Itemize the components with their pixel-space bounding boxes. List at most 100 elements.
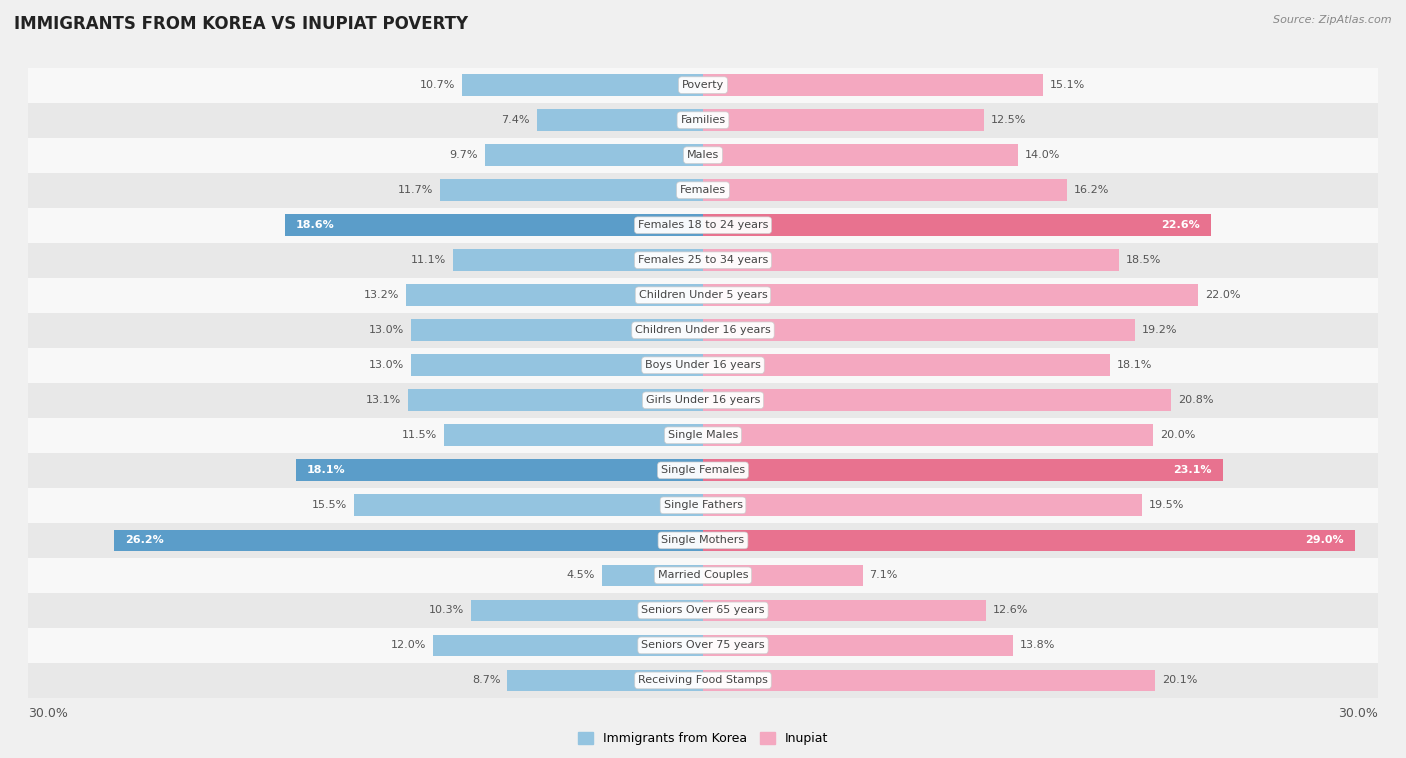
Text: Males: Males [688, 150, 718, 160]
Text: 13.8%: 13.8% [1021, 641, 1056, 650]
Text: 13.0%: 13.0% [368, 360, 404, 370]
Text: Poverty: Poverty [682, 80, 724, 90]
Bar [411, 319, 703, 341]
Bar [703, 144, 1018, 166]
Text: 12.5%: 12.5% [991, 115, 1026, 125]
Bar [602, 565, 703, 586]
Bar [433, 634, 703, 656]
Bar [703, 180, 1067, 201]
Bar [114, 530, 703, 551]
Text: 9.7%: 9.7% [450, 150, 478, 160]
Bar [508, 669, 703, 691]
Bar [0, 488, 1406, 523]
Text: Boys Under 16 years: Boys Under 16 years [645, 360, 761, 370]
Bar [703, 319, 1135, 341]
Text: 4.5%: 4.5% [567, 570, 595, 581]
Bar [0, 243, 1406, 277]
Text: 15.1%: 15.1% [1049, 80, 1084, 90]
Bar [0, 558, 1406, 593]
Bar [406, 284, 703, 306]
Bar [703, 600, 987, 622]
Bar [703, 530, 1355, 551]
Bar [0, 208, 1406, 243]
Text: 18.1%: 18.1% [307, 465, 346, 475]
Bar [0, 173, 1406, 208]
Bar [703, 634, 1014, 656]
Text: 30.0%: 30.0% [28, 706, 67, 719]
Text: 7.1%: 7.1% [869, 570, 898, 581]
Bar [0, 67, 1406, 102]
Text: Girls Under 16 years: Girls Under 16 years [645, 396, 761, 406]
Text: 11.1%: 11.1% [412, 255, 447, 265]
Bar [471, 600, 703, 622]
Text: Females 25 to 34 years: Females 25 to 34 years [638, 255, 768, 265]
Text: 10.7%: 10.7% [420, 80, 456, 90]
Text: Families: Families [681, 115, 725, 125]
Bar [411, 355, 703, 376]
Text: 19.2%: 19.2% [1142, 325, 1177, 335]
Bar [703, 215, 1212, 236]
Text: 22.0%: 22.0% [1205, 290, 1240, 300]
Text: 15.5%: 15.5% [312, 500, 347, 510]
Bar [703, 355, 1111, 376]
Bar [0, 453, 1406, 488]
Legend: Immigrants from Korea, Inupiat: Immigrants from Korea, Inupiat [574, 727, 832, 750]
Bar [703, 459, 1223, 481]
Text: 18.5%: 18.5% [1126, 255, 1161, 265]
Text: Source: ZipAtlas.com: Source: ZipAtlas.com [1274, 15, 1392, 25]
Bar [453, 249, 703, 271]
Text: 8.7%: 8.7% [472, 675, 501, 685]
Bar [0, 663, 1406, 698]
Text: IMMIGRANTS FROM KOREA VS INUPIAT POVERTY: IMMIGRANTS FROM KOREA VS INUPIAT POVERTY [14, 15, 468, 33]
Text: 19.5%: 19.5% [1149, 500, 1184, 510]
Text: Seniors Over 65 years: Seniors Over 65 years [641, 606, 765, 615]
Text: Children Under 5 years: Children Under 5 years [638, 290, 768, 300]
Text: Single Mothers: Single Mothers [661, 535, 745, 545]
Text: Single Males: Single Males [668, 431, 738, 440]
Text: 12.6%: 12.6% [993, 606, 1029, 615]
Bar [0, 628, 1406, 663]
Bar [463, 74, 703, 96]
Text: Single Fathers: Single Fathers [664, 500, 742, 510]
Text: 18.6%: 18.6% [295, 221, 335, 230]
Text: Single Females: Single Females [661, 465, 745, 475]
Text: 20.0%: 20.0% [1160, 431, 1195, 440]
Text: 29.0%: 29.0% [1306, 535, 1344, 545]
Bar [444, 424, 703, 446]
Text: 13.1%: 13.1% [367, 396, 402, 406]
Bar [354, 494, 703, 516]
Text: 13.0%: 13.0% [368, 325, 404, 335]
Text: Females: Females [681, 185, 725, 196]
Text: Seniors Over 75 years: Seniors Over 75 years [641, 641, 765, 650]
Text: 23.1%: 23.1% [1173, 465, 1212, 475]
Bar [485, 144, 703, 166]
Text: Married Couples: Married Couples [658, 570, 748, 581]
Bar [295, 459, 703, 481]
Text: 20.1%: 20.1% [1161, 675, 1198, 685]
Bar [703, 669, 1156, 691]
Bar [703, 494, 1142, 516]
Bar [0, 102, 1406, 138]
Bar [0, 138, 1406, 173]
Text: 18.1%: 18.1% [1116, 360, 1153, 370]
Text: 12.0%: 12.0% [391, 641, 426, 650]
Bar [0, 523, 1406, 558]
Text: 16.2%: 16.2% [1074, 185, 1109, 196]
Bar [440, 180, 703, 201]
Bar [703, 424, 1153, 446]
Text: 22.6%: 22.6% [1161, 221, 1201, 230]
Bar [703, 390, 1171, 411]
Text: Females 18 to 24 years: Females 18 to 24 years [638, 221, 768, 230]
Bar [0, 277, 1406, 313]
Text: 13.2%: 13.2% [364, 290, 399, 300]
Bar [0, 313, 1406, 348]
Bar [703, 284, 1198, 306]
Bar [703, 565, 863, 586]
Text: 30.0%: 30.0% [1339, 706, 1378, 719]
Bar [0, 383, 1406, 418]
Text: 14.0%: 14.0% [1025, 150, 1060, 160]
Bar [703, 249, 1119, 271]
Bar [703, 109, 984, 131]
Text: 26.2%: 26.2% [125, 535, 163, 545]
Bar [0, 593, 1406, 628]
